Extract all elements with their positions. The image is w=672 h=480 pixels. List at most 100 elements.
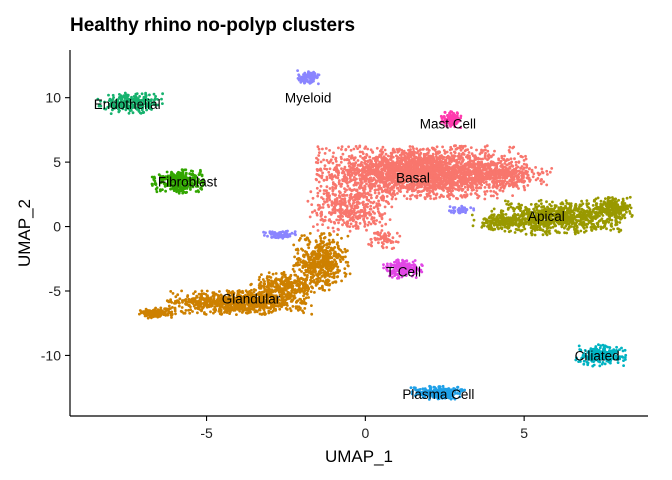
- data-point: [344, 148, 348, 152]
- data-point: [345, 182, 349, 185]
- data-point: [363, 225, 367, 228]
- data-point: [318, 272, 321, 276]
- data-point: [337, 146, 340, 150]
- data-point: [358, 216, 362, 220]
- data-point: [395, 231, 399, 235]
- data-point: [365, 198, 369, 202]
- data-point: [373, 159, 377, 163]
- data-point: [451, 189, 454, 193]
- data-point: [153, 312, 157, 315]
- data-point: [341, 223, 344, 227]
- data-point: [271, 309, 275, 313]
- data-point: [460, 184, 464, 188]
- data-point: [477, 157, 480, 161]
- data-point: [500, 154, 504, 158]
- data-point: [306, 243, 310, 247]
- data-point: [338, 258, 342, 261]
- data-point: [353, 163, 357, 166]
- data-point: [488, 167, 492, 171]
- data-point: [338, 179, 341, 182]
- data-point: [375, 219, 378, 222]
- data-point: [340, 157, 343, 161]
- data-point: [317, 255, 321, 259]
- data-point: [513, 157, 516, 161]
- data-point: [325, 189, 328, 193]
- data-point: [320, 248, 323, 252]
- data-point: [448, 157, 451, 161]
- data-point: [385, 164, 389, 168]
- data-point: [314, 263, 318, 267]
- data-point: [310, 276, 313, 280]
- data-point: [444, 174, 448, 178]
- data-point: [197, 292, 201, 296]
- data-point: [381, 145, 385, 149]
- data-point: [380, 167, 384, 171]
- data-point: [498, 161, 502, 165]
- data-point: [388, 239, 392, 243]
- data-point: [385, 167, 388, 170]
- data-point: [333, 208, 337, 212]
- data-point: [325, 249, 329, 253]
- data-point: [508, 145, 512, 149]
- data-point: [475, 177, 479, 180]
- data-point: [413, 194, 417, 198]
- data-point: [169, 311, 173, 314]
- data-point: [472, 188, 475, 192]
- data-point: [381, 176, 384, 180]
- data-point: [420, 185, 423, 189]
- data-point: [317, 180, 321, 184]
- data-point: [471, 177, 474, 181]
- data-point: [461, 159, 465, 163]
- data-point: [390, 247, 394, 251]
- data-point: [174, 312, 177, 316]
- data-point: [302, 297, 306, 301]
- data-point: [233, 308, 237, 312]
- data-point: [413, 183, 416, 187]
- data-point: [329, 220, 333, 224]
- data-point: [346, 184, 350, 188]
- data-point: [307, 261, 311, 264]
- data-point: [467, 151, 471, 154]
- data-point: [328, 241, 332, 245]
- data-point: [514, 163, 518, 167]
- data-point: [313, 260, 316, 263]
- data-point: [342, 197, 346, 201]
- data-point: [345, 158, 349, 162]
- data-point: [368, 213, 372, 217]
- cluster-points-basal: [306, 144, 554, 251]
- data-point: [329, 272, 333, 276]
- data-point: [310, 203, 314, 207]
- data-point: [200, 289, 204, 293]
- data-point: [416, 160, 420, 164]
- data-point: [337, 190, 341, 193]
- data-point: [320, 259, 324, 263]
- data-point: [541, 171, 545, 175]
- data-point: [359, 154, 362, 158]
- data-point: [359, 192, 363, 196]
- data-point: [195, 295, 199, 299]
- data-point: [330, 267, 334, 271]
- data-point: [356, 171, 360, 175]
- data-point: [425, 163, 429, 166]
- data-point: [208, 304, 212, 307]
- data-point: [357, 210, 361, 214]
- data-point: [274, 309, 277, 312]
- data-point: [349, 162, 353, 166]
- data-point: [394, 240, 398, 244]
- data-point: [522, 179, 526, 183]
- data-point: [403, 158, 407, 161]
- data-point: [313, 209, 317, 213]
- data-point: [323, 270, 327, 273]
- data-point: [442, 176, 446, 180]
- data-point: [352, 158, 356, 162]
- data-point: [194, 307, 197, 310]
- data-point: [174, 301, 178, 305]
- data-point: [321, 147, 324, 151]
- data-point: [383, 176, 387, 180]
- data-point: [498, 188, 502, 192]
- data-point: [311, 196, 315, 200]
- data-point: [335, 242, 339, 246]
- data-point: [333, 199, 337, 203]
- data-point: [454, 187, 457, 191]
- data-point: [511, 194, 514, 198]
